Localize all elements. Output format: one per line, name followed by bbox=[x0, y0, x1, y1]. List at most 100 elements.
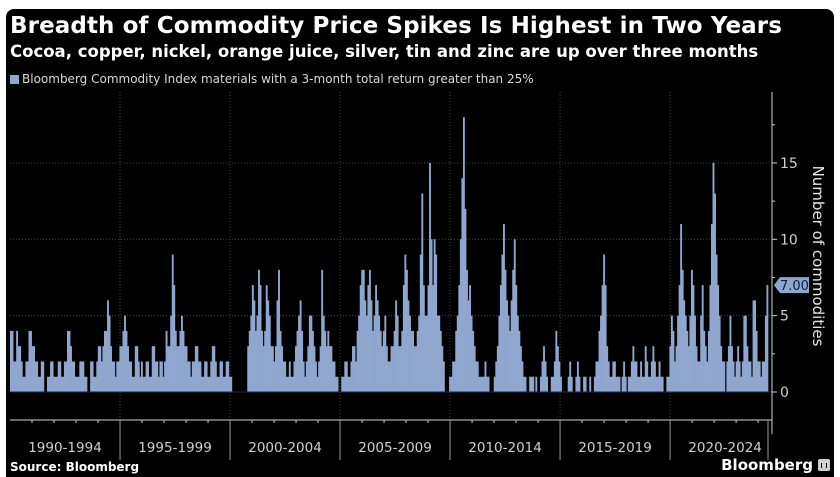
bar bbox=[122, 330, 125, 392]
bar bbox=[415, 346, 418, 392]
bar bbox=[643, 376, 646, 392]
bar bbox=[510, 300, 513, 392]
bar bbox=[328, 346, 331, 392]
bar bbox=[657, 376, 659, 392]
bar bbox=[493, 376, 496, 392]
bar bbox=[160, 361, 163, 392]
bar bbox=[308, 315, 311, 392]
bar bbox=[191, 361, 194, 392]
bar bbox=[684, 315, 687, 392]
bar bbox=[429, 162, 431, 392]
bar bbox=[355, 361, 357, 392]
x-period-label: 2005-2009 bbox=[358, 440, 432, 456]
bar bbox=[649, 376, 652, 392]
bar bbox=[766, 285, 769, 392]
bar bbox=[674, 361, 676, 392]
bar bbox=[315, 361, 317, 392]
bar bbox=[124, 315, 126, 392]
bar bbox=[148, 376, 151, 392]
bar bbox=[384, 315, 387, 392]
bar bbox=[507, 315, 510, 392]
bar bbox=[181, 315, 183, 392]
bar bbox=[207, 376, 210, 392]
bar bbox=[162, 376, 165, 392]
bar bbox=[105, 330, 108, 392]
bar bbox=[230, 376, 233, 392]
bar bbox=[749, 361, 752, 392]
bar bbox=[436, 315, 439, 392]
bar bbox=[184, 346, 186, 392]
bar bbox=[318, 361, 321, 392]
bar bbox=[10, 330, 12, 392]
bar bbox=[466, 269, 468, 392]
bar bbox=[518, 330, 521, 392]
bar bbox=[46, 376, 49, 392]
bar bbox=[321, 269, 324, 392]
x-period-label: 2015-2019 bbox=[578, 440, 652, 456]
bar bbox=[752, 300, 755, 392]
bar bbox=[624, 376, 627, 392]
bar bbox=[379, 330, 382, 392]
bar bbox=[113, 361, 116, 392]
bar bbox=[145, 361, 148, 392]
bar bbox=[298, 315, 300, 392]
bar bbox=[30, 330, 32, 392]
bar bbox=[26, 361, 29, 392]
bar bbox=[521, 361, 524, 392]
bar bbox=[256, 315, 259, 392]
bars-layer bbox=[10, 117, 769, 392]
bar bbox=[50, 361, 52, 392]
bar bbox=[39, 376, 42, 392]
bar bbox=[188, 361, 191, 392]
bar bbox=[484, 361, 487, 392]
bar bbox=[686, 330, 689, 392]
bar bbox=[63, 361, 66, 392]
bar bbox=[467, 300, 470, 392]
bar bbox=[464, 208, 467, 392]
bar bbox=[421, 193, 424, 392]
bar bbox=[764, 315, 767, 392]
bloomberg-brand: Bloomberg bbox=[721, 456, 830, 474]
bar bbox=[103, 330, 106, 392]
bar bbox=[48, 376, 51, 392]
bar bbox=[14, 361, 17, 392]
bar bbox=[487, 376, 490, 392]
bar bbox=[430, 239, 433, 392]
bar bbox=[96, 361, 99, 392]
bar bbox=[683, 300, 686, 392]
bar bbox=[307, 346, 310, 392]
bar bbox=[305, 361, 308, 392]
bar bbox=[168, 346, 171, 392]
bar bbox=[763, 361, 766, 392]
bar bbox=[578, 376, 581, 392]
legend-label: Bloomberg Commodity Index materials with… bbox=[22, 72, 534, 86]
bar bbox=[70, 346, 72, 392]
bar bbox=[666, 376, 669, 392]
bar bbox=[761, 361, 764, 392]
bar bbox=[376, 300, 379, 392]
bar bbox=[345, 361, 348, 392]
bar bbox=[154, 361, 157, 392]
bar bbox=[350, 361, 353, 392]
bar bbox=[267, 300, 270, 392]
bar bbox=[575, 376, 578, 392]
y-axis-title: Number of commodities bbox=[809, 166, 827, 347]
bar bbox=[210, 361, 213, 392]
bar bbox=[225, 361, 228, 392]
bar bbox=[385, 346, 388, 392]
bar bbox=[341, 376, 344, 392]
bar bbox=[630, 361, 633, 392]
bar bbox=[689, 315, 692, 392]
bar bbox=[623, 361, 626, 392]
bar bbox=[422, 285, 425, 392]
bar bbox=[744, 315, 747, 392]
bar bbox=[558, 361, 561, 392]
bar bbox=[543, 346, 545, 392]
bar bbox=[288, 361, 291, 392]
bar bbox=[452, 361, 455, 392]
bar bbox=[570, 376, 573, 392]
bar bbox=[268, 315, 271, 392]
bar bbox=[13, 361, 15, 392]
bar bbox=[228, 376, 231, 392]
bar bbox=[470, 315, 473, 392]
